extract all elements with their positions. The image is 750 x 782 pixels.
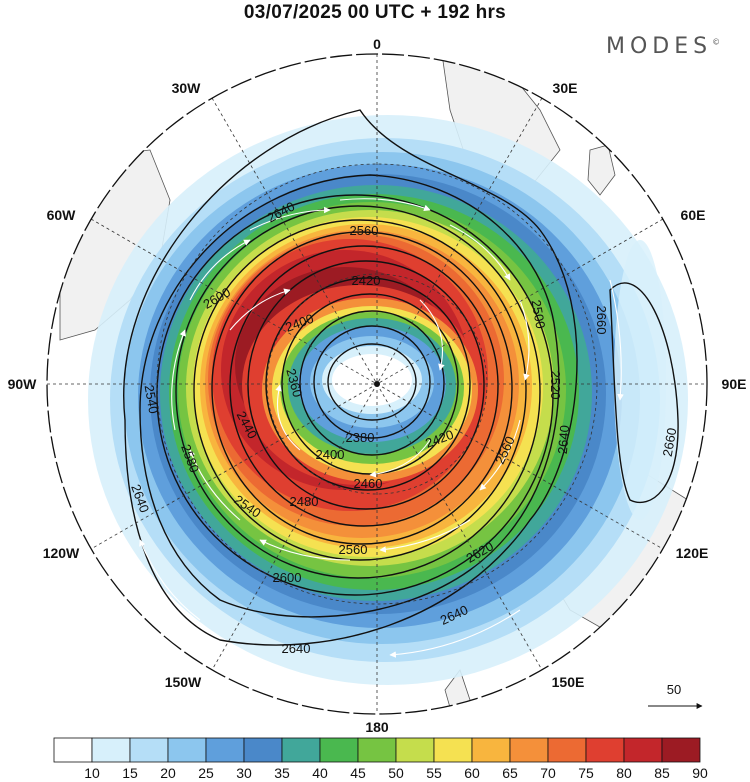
contour-label: 2540 [142,384,162,415]
colorbar-tick-label: 20 [160,765,176,781]
map-disc [47,54,707,714]
lon-label-0: 0 [373,36,381,52]
contour-label: 2640 [555,425,572,455]
colorbar-swatch [471,737,511,763]
colorbar-swatch [395,737,435,763]
wind-vectors [139,198,624,658]
contour-label: 2420 [352,273,381,288]
colorbar-swatch [623,737,663,763]
lon-label-180: 180 [365,719,389,735]
lon-label-150e: 150E [552,674,585,690]
contour-label: 2500 [529,299,549,330]
contour-label: 2520 [548,371,563,400]
contour-label: 2600 [273,570,302,585]
colorbar-tick-label: 80 [616,765,632,781]
contour-label: 2400 [316,447,345,462]
colorbar-tick-label: 50 [388,765,404,781]
longitude-labels: 0 30E 60E 90E 120E 150E 180 150W 120W 90… [8,36,747,735]
colorbar-swatch [547,737,587,763]
lon-label-120e: 120E [676,545,709,561]
lon-label-60w: 60W [47,207,77,223]
lon-label-90e: 90E [722,376,747,392]
colorbar-swatch [585,737,625,763]
height-contours [123,109,679,646]
lon-label-30e: 30E [553,80,578,96]
map-title: 03/07/2025 00 UTC + 192 hrs [243,2,507,23]
pole-marker [374,381,380,387]
colorbar-tick-label: 90 [692,765,708,781]
colorbar-swatch [243,737,283,763]
colorbar-swatch [433,737,473,763]
colorbar-swatch [357,737,397,763]
colorbar-swatch [319,737,359,763]
colorbar-swatch [53,737,93,763]
contour-label: 2380 [346,430,375,445]
colorbar-swatch [129,737,169,763]
colorbar-tick-label: 45 [350,765,366,781]
colorbar-tick-label: 55 [426,765,442,781]
lon-label-150w: 150W [165,674,202,690]
colorbar-tick-label: 35 [274,765,290,781]
contour-label: 2640 [282,641,311,656]
colorbar-tick-label: 65 [502,765,518,781]
brand-mark: © [712,37,721,47]
colorbar-tick-label: 25 [198,765,214,781]
brand-name: MODES [606,34,713,59]
lon-label-90w: 90W [8,376,38,392]
colorbar-swatch [281,737,321,763]
contour-label: 2480 [290,494,319,509]
colorbar-swatch [91,737,131,763]
contour-label: 2560 [350,223,379,238]
contour-label: 2460 [354,476,383,491]
contour-label: 2660 [660,427,680,458]
colorbar-swatch [509,737,549,763]
colorbar-tick-label: 30 [236,765,252,781]
colorbar-tick-label: 40 [312,765,328,781]
colorbar-tick-label: 75 [578,765,594,781]
lon-label-120w: 120W [43,545,80,561]
colorbar-tick-label: 70 [540,765,556,781]
lon-label-60e: 60E [681,207,706,223]
colorbar-tick-label: 60 [464,765,480,781]
colorbar-tick-label: 15 [122,765,138,781]
reference-vector: 50 [648,682,703,709]
colorbar-tick-label: 85 [654,765,670,781]
colorbar-swatch [205,737,245,763]
colorbar-swatch [661,737,701,763]
reference-vector-label: 50 [667,682,681,697]
brand-logo: MODES© [606,34,720,59]
contour-label: 2360 [283,367,305,399]
colorbar: 10 15 20 25 30 35 40 45 50 55 60 65 70 75 80 85 90 [53,737,708,781]
contour-label: 2660 [594,306,609,335]
map-border [46,53,708,715]
colorbar-swatch [167,737,207,763]
lon-label-30w: 30W [172,80,202,96]
colorbar-tick-label: 10 [84,765,100,781]
contour-label: 2560 [339,542,368,557]
